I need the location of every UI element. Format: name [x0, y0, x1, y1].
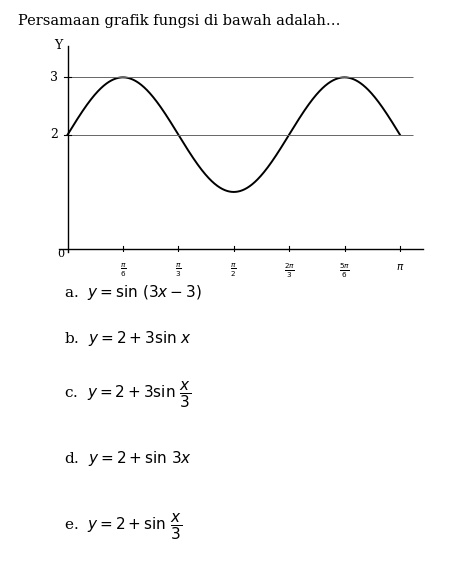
Text: $\frac{5\pi}{6}$: $\frac{5\pi}{6}$ [339, 262, 350, 280]
Text: $\frac{\pi}{6}$: $\frac{\pi}{6}$ [120, 262, 126, 279]
Text: 2: 2 [50, 128, 58, 141]
Text: $\frac{2\pi}{3}$: $\frac{2\pi}{3}$ [283, 262, 295, 280]
Text: e.  $y = 2 + \sin\,\dfrac{x}{3}$: e. $y = 2 + \sin\,\dfrac{x}{3}$ [64, 512, 182, 542]
Text: d.  $y = 2 + \sin\,3x$: d. $y = 2 + \sin\,3x$ [64, 449, 192, 468]
Text: Persamaan grafik fungsi di bawah adalah…: Persamaan grafik fungsi di bawah adalah… [18, 14, 341, 28]
Text: 3: 3 [50, 71, 58, 84]
Text: $\frac{\pi}{3}$: $\frac{\pi}{3}$ [175, 262, 182, 279]
Text: 0: 0 [58, 249, 65, 259]
Text: $\frac{\pi}{2}$: $\frac{\pi}{2}$ [230, 262, 237, 279]
Text: b.  $y = 2 + 3\sin\,x$: b. $y = 2 + 3\sin\,x$ [64, 328, 192, 348]
Text: $\pi$: $\pi$ [396, 262, 404, 272]
Text: Y: Y [54, 40, 62, 52]
Text: a.  $y = \sin\,(3x - 3)$: a. $y = \sin\,(3x - 3)$ [64, 282, 202, 302]
Text: c.  $y = 2 + 3\sin\,\dfrac{x}{3}$: c. $y = 2 + 3\sin\,\dfrac{x}{3}$ [64, 380, 191, 410]
